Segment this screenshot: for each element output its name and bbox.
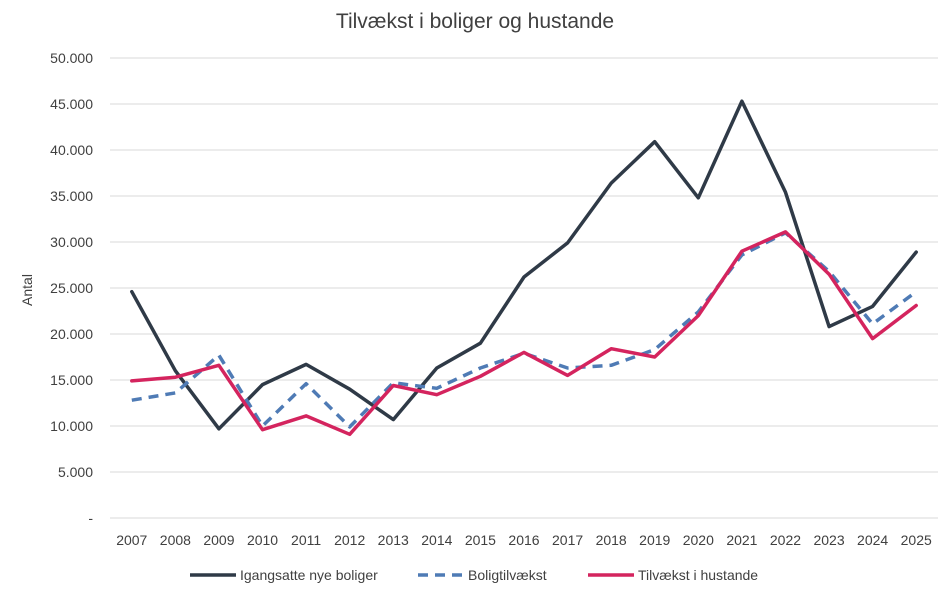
- series-lines: [130, 99, 918, 437]
- y-tick-label: 35.000: [50, 188, 93, 204]
- x-tick-label: 2016: [508, 532, 539, 548]
- legend-label: Igangsatte nye boliger: [240, 567, 378, 583]
- x-tick-label: 2019: [639, 532, 670, 548]
- x-tick-label: 2009: [203, 532, 234, 548]
- x-tick-label: 2017: [552, 532, 583, 548]
- y-axis-ticks: - 5.000 10.000 15.000 20.000 25.000 30.000 35.0…: [50, 50, 93, 526]
- x-tick-label: 2025: [901, 532, 932, 548]
- x-tick-label: 2015: [465, 532, 496, 548]
- x-tick-label: 2020: [683, 532, 714, 548]
- x-tick-label: 2013: [378, 532, 409, 548]
- series-line-2: [130, 230, 918, 437]
- chart-title: Tilvækst i boliger og hustande: [336, 10, 614, 33]
- y-tick-label: -: [88, 510, 93, 526]
- y-axis-label: Antal: [19, 274, 35, 306]
- x-tick-label: 2012: [334, 532, 365, 548]
- x-tick-label: 2023: [813, 532, 844, 548]
- gridlines: [110, 57, 938, 519]
- x-tick-label: 2010: [247, 532, 278, 548]
- x-tick-label: 2011: [291, 532, 321, 548]
- x-tick-label: 2021: [726, 532, 757, 548]
- x-tick-label: 2007: [116, 532, 147, 548]
- series-line-0: [130, 99, 918, 431]
- y-tick-label: 10.000: [50, 418, 93, 434]
- x-tick-label: 2024: [857, 532, 888, 548]
- legend: Igangsatte nye boliger Boligtilvækst Tilvæ…: [190, 567, 758, 583]
- x-tick-label: 2008: [160, 532, 191, 548]
- x-tick-label: 2022: [770, 532, 801, 548]
- legend-label: Tilvækst i hustande: [638, 567, 758, 583]
- x-axis-ticks: 2007 2008 2009 2010 2011 2012 2013 2014 2015 2016…: [116, 532, 932, 548]
- y-tick-label: 45.000: [50, 96, 93, 112]
- y-tick-label: 40.000: [50, 142, 93, 158]
- y-tick-label: 15.000: [50, 372, 93, 388]
- x-tick-label: 2018: [596, 532, 627, 548]
- x-tick-label: 2014: [421, 532, 452, 548]
- y-tick-label: 25.000: [50, 280, 93, 296]
- legend-label: Boligtilvækst: [468, 567, 547, 583]
- y-tick-label: 30.000: [50, 234, 93, 250]
- y-tick-label: 50.000: [50, 50, 93, 66]
- y-tick-label: 5.000: [58, 464, 93, 480]
- y-tick-label: 20.000: [50, 326, 93, 342]
